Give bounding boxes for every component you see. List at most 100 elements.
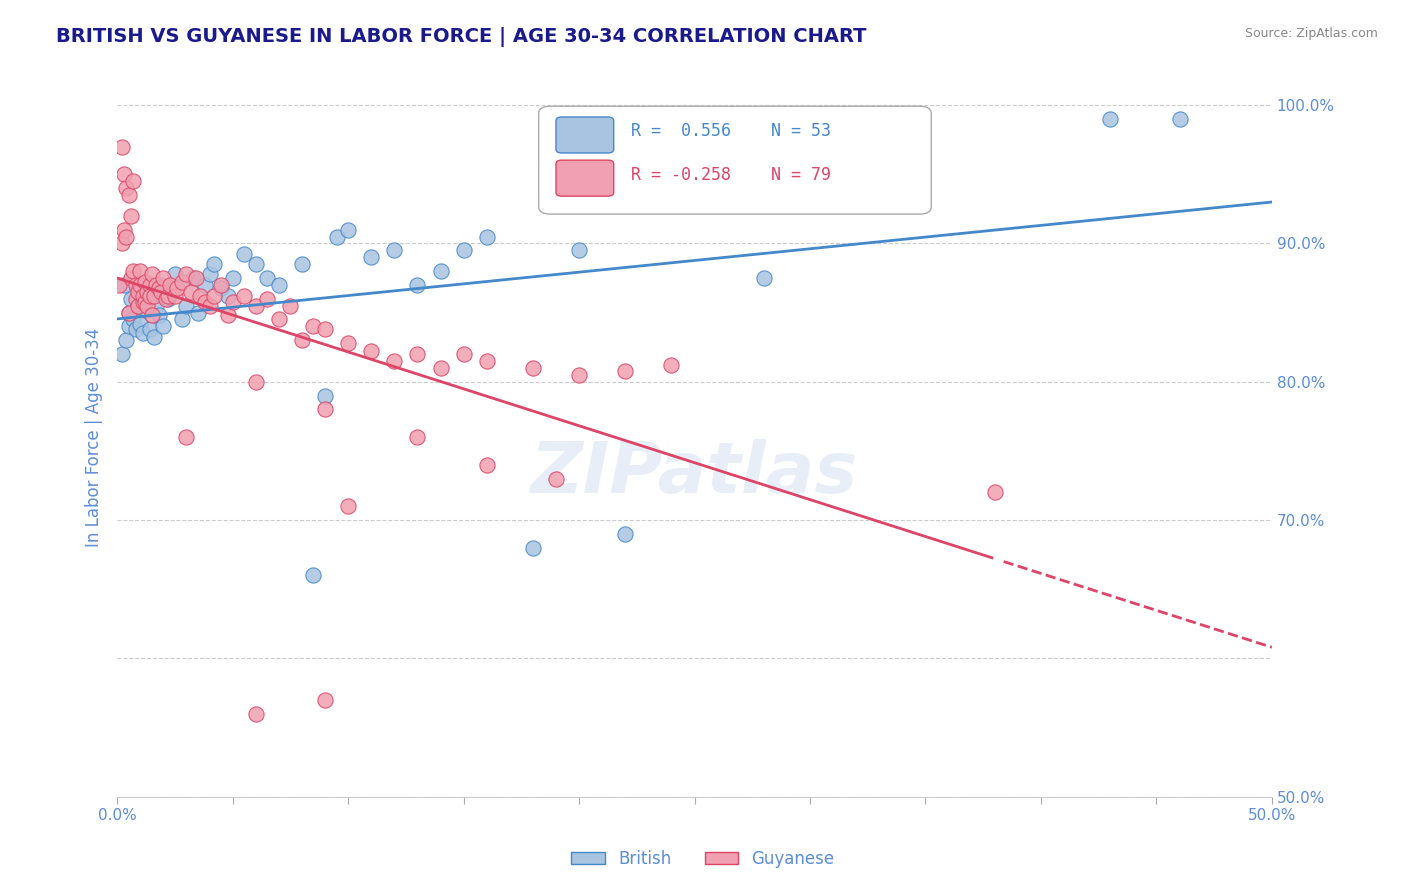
Point	[138, 289, 160, 303]
Point	[156, 292, 179, 306]
Point	[127, 299, 149, 313]
Point	[314, 388, 336, 402]
Point	[245, 257, 267, 271]
Point	[382, 354, 405, 368]
Point	[302, 568, 325, 582]
Point	[202, 257, 225, 271]
Point	[111, 347, 134, 361]
Point	[194, 277, 217, 292]
Point	[134, 275, 156, 289]
Point	[129, 264, 152, 278]
Point	[360, 250, 382, 264]
Point	[163, 267, 186, 281]
Point	[170, 312, 193, 326]
Point	[127, 299, 149, 313]
Point	[291, 333, 314, 347]
Point	[122, 174, 145, 188]
Point	[136, 285, 159, 299]
Point	[302, 319, 325, 334]
Point	[134, 294, 156, 309]
Point	[176, 299, 198, 313]
Point	[406, 277, 429, 292]
Point	[118, 188, 141, 202]
Point	[148, 281, 170, 295]
Point	[267, 277, 290, 292]
Legend: British, Guyanese: British, Guyanese	[565, 844, 841, 875]
Point	[129, 317, 152, 331]
Point	[148, 309, 170, 323]
Point	[184, 271, 207, 285]
Text: R =  0.556    N = 53: R = 0.556 N = 53	[631, 122, 831, 140]
Point	[984, 485, 1007, 500]
Point	[475, 354, 498, 368]
Point	[406, 430, 429, 444]
FancyBboxPatch shape	[538, 106, 931, 214]
Point	[145, 299, 167, 313]
Point	[118, 305, 141, 319]
Point	[1168, 112, 1191, 126]
Point	[217, 309, 239, 323]
Point	[150, 277, 173, 292]
Text: ZIPatlas: ZIPatlas	[531, 439, 858, 508]
Point	[752, 271, 775, 285]
Point	[568, 244, 591, 258]
Point	[198, 299, 221, 313]
Point	[141, 285, 163, 299]
Point	[194, 294, 217, 309]
Point	[183, 271, 205, 285]
Point	[166, 281, 188, 295]
Point	[429, 264, 451, 278]
Point	[267, 312, 290, 326]
Point	[176, 430, 198, 444]
FancyBboxPatch shape	[555, 117, 613, 153]
Point	[245, 375, 267, 389]
Point	[131, 294, 153, 309]
Point	[337, 222, 360, 236]
Point	[568, 368, 591, 382]
Point	[122, 312, 145, 326]
Text: R = -0.258    N = 79: R = -0.258 N = 79	[631, 166, 831, 184]
Point	[176, 267, 198, 281]
Point	[136, 299, 159, 313]
Point	[256, 271, 278, 285]
Point	[118, 319, 141, 334]
Point	[152, 319, 174, 334]
Point	[198, 267, 221, 281]
Point	[1099, 112, 1122, 126]
Point	[406, 347, 429, 361]
Point	[131, 289, 153, 303]
FancyBboxPatch shape	[555, 161, 613, 196]
Point	[145, 277, 167, 292]
Point	[221, 271, 243, 285]
Point	[202, 289, 225, 303]
Point	[221, 294, 243, 309]
Point	[245, 706, 267, 721]
Point	[209, 281, 232, 295]
Point	[453, 244, 475, 258]
Point	[544, 471, 567, 485]
Point	[108, 277, 131, 292]
Point	[337, 500, 360, 514]
Point	[661, 358, 683, 372]
Point	[337, 336, 360, 351]
Point	[314, 693, 336, 707]
Point	[614, 527, 637, 541]
Point	[152, 271, 174, 285]
Point	[129, 277, 152, 292]
Text: Source: ZipAtlas.com: Source: ZipAtlas.com	[1244, 27, 1378, 40]
Point	[150, 285, 173, 299]
Point	[159, 277, 181, 292]
Point	[118, 305, 141, 319]
Point	[170, 275, 193, 289]
Point	[120, 271, 142, 285]
Point	[115, 229, 138, 244]
Point	[111, 139, 134, 153]
Point	[124, 292, 146, 306]
Point	[314, 322, 336, 336]
Point	[131, 326, 153, 341]
Point	[233, 289, 256, 303]
Point	[217, 289, 239, 303]
Point	[163, 289, 186, 303]
Point	[143, 289, 166, 303]
Y-axis label: In Labor Force | Age 30-34: In Labor Force | Age 30-34	[86, 327, 103, 547]
